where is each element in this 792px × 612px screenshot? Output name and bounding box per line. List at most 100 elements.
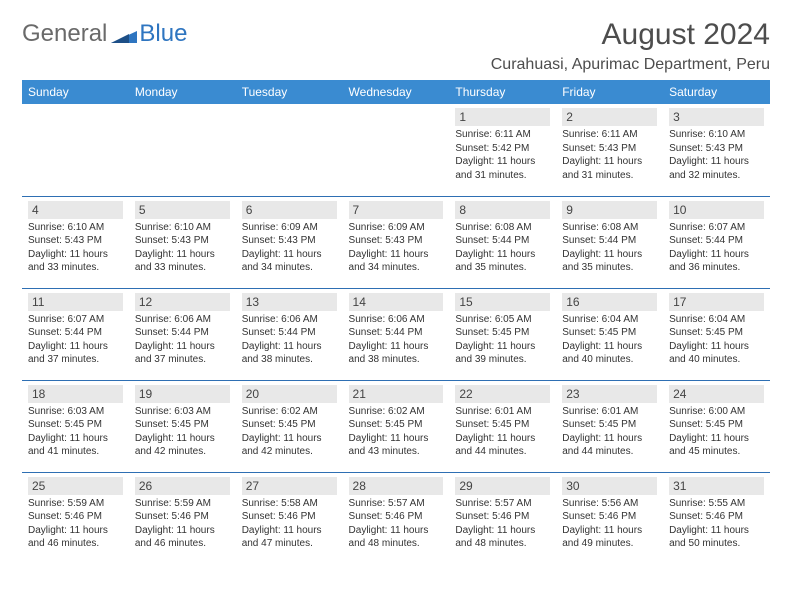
day-number: 28 (349, 477, 444, 495)
day-number: 5 (135, 201, 230, 219)
sunrise-text: Sunrise: 6:04 AM (669, 313, 764, 327)
calendar-body: 1Sunrise: 6:11 AMSunset: 5:42 PMDaylight… (22, 104, 770, 564)
daylight-text: Daylight: 11 hours and 49 minutes. (562, 524, 657, 551)
day-details: Sunrise: 6:08 AMSunset: 5:44 PMDaylight:… (562, 219, 657, 275)
calendar-day-cell (22, 104, 129, 196)
sunrise-text: Sunrise: 6:02 AM (349, 405, 444, 419)
day-number: 21 (349, 385, 444, 403)
sunset-text: Sunset: 5:43 PM (669, 142, 764, 156)
sunrise-text: Sunrise: 6:07 AM (28, 313, 123, 327)
day-details: Sunrise: 6:05 AMSunset: 5:45 PMDaylight:… (455, 311, 550, 367)
day-number: 24 (669, 385, 764, 403)
calendar-day-cell: 25Sunrise: 5:59 AMSunset: 5:46 PMDayligh… (22, 472, 129, 564)
day-details: Sunrise: 6:02 AMSunset: 5:45 PMDaylight:… (349, 403, 444, 459)
sunset-text: Sunset: 5:45 PM (562, 418, 657, 432)
day-number: 25 (28, 477, 123, 495)
calendar-day-cell (236, 104, 343, 196)
day-details: Sunrise: 6:07 AMSunset: 5:44 PMDaylight:… (28, 311, 123, 367)
day-number: 29 (455, 477, 550, 495)
sunrise-text: Sunrise: 6:06 AM (135, 313, 230, 327)
calendar-day-cell: 24 Sunrise: 6:00 AMSunset: 5:45 PMDayligh… (663, 380, 770, 472)
day-details: Sunrise: 5:57 AMSunset: 5:46 PMDaylight:… (455, 495, 550, 551)
sunset-text: Sunset: 5:43 PM (242, 234, 337, 248)
sunrise-text: Sunrise: 6:08 AM (562, 221, 657, 235)
sunset-text: Sunset: 5:45 PM (242, 418, 337, 432)
weekday-header: Tuesday (236, 80, 343, 104)
weekday-header: Saturday (663, 80, 770, 104)
day-details: Sunrise: 5:59 AMSunset: 5:46 PMDaylight:… (28, 495, 123, 551)
daylight-text: Daylight: 11 hours and 44 minutes. (455, 432, 550, 459)
daylight-text: Daylight: 11 hours and 34 minutes. (349, 248, 444, 275)
sunrise-text: Sunrise: 6:10 AM (28, 221, 123, 235)
day-number: 2 (562, 108, 657, 126)
calendar-day-cell: 18Sunrise: 6:03 AMSunset: 5:45 PMDayligh… (22, 380, 129, 472)
calendar-day-cell: 15Sunrise: 6:05 AMSunset: 5:45 PMDayligh… (449, 288, 556, 380)
day-number: 15 (455, 293, 550, 311)
calendar-day-cell: 3Sunrise: 6:10 AMSunset: 5:43 PMDaylight… (663, 104, 770, 196)
sunrise-text: Sunrise: 6:00 AM (669, 405, 764, 419)
weekday-header: Sunday (22, 80, 129, 104)
day-number: 7 (349, 201, 444, 219)
calendar-day-cell: 31Sunrise: 5:55 AMSunset: 5:46 PMDayligh… (663, 472, 770, 564)
calendar-day-cell: 6Sunrise: 6:09 AMSunset: 5:43 PMDaylight… (236, 196, 343, 288)
day-details: Sunrise: 6:03 AMSunset: 5:45 PMDaylight:… (28, 403, 123, 459)
calendar-day-cell: 11Sunrise: 6:07 AMSunset: 5:44 PMDayligh… (22, 288, 129, 380)
sunset-text: Sunset: 5:43 PM (135, 234, 230, 248)
day-details: Sunrise: 6:10 AMSunset: 5:43 PMDaylight:… (669, 126, 764, 182)
daylight-text: Daylight: 11 hours and 48 minutes. (455, 524, 550, 551)
calendar-day-cell: 17Sunrise: 6:04 AMSunset: 5:45 PMDayligh… (663, 288, 770, 380)
sunrise-text: Sunrise: 6:05 AM (455, 313, 550, 327)
calendar-week-row: 1Sunrise: 6:11 AMSunset: 5:42 PMDaylight… (22, 104, 770, 196)
day-number: 14 (349, 293, 444, 311)
sunset-text: Sunset: 5:44 PM (669, 234, 764, 248)
day-number: 20 (242, 385, 337, 403)
weekday-header-row: Sunday Monday Tuesday Wednesday Thursday… (22, 80, 770, 104)
daylight-text: Daylight: 11 hours and 48 minutes. (349, 524, 444, 551)
sunset-text: Sunset: 5:46 PM (349, 510, 444, 524)
calendar-day-cell: 28Sunrise: 5:57 AMSunset: 5:46 PMDayligh… (343, 472, 450, 564)
month-title: August 2024 (491, 18, 770, 52)
sunrise-text: Sunrise: 6:07 AM (669, 221, 764, 235)
calendar-day-cell: 8Sunrise: 6:08 AMSunset: 5:44 PMDaylight… (449, 196, 556, 288)
header: General Blue August 2024 Curahuasi, Apur… (22, 18, 770, 80)
day-number: 27 (242, 477, 337, 495)
daylight-text: Daylight: 11 hours and 46 minutes. (28, 524, 123, 551)
day-details: Sunrise: 6:10 AMSunset: 5:43 PMDaylight:… (28, 219, 123, 275)
day-details: Sunrise: 6:01 AMSunset: 5:45 PMDaylight:… (562, 403, 657, 459)
sunset-text: Sunset: 5:46 PM (455, 510, 550, 524)
sunset-text: Sunset: 5:44 PM (455, 234, 550, 248)
sunrise-text: Sunrise: 5:59 AM (135, 497, 230, 511)
day-details: Sunrise: 6:11 AMSunset: 5:43 PMDaylight:… (562, 126, 657, 182)
day-details: Sunrise: 6:11 AMSunset: 5:42 PMDaylight:… (455, 126, 550, 182)
calendar-week-row: 18Sunrise: 6:03 AMSunset: 5:45 PMDayligh… (22, 380, 770, 472)
daylight-text: Daylight: 11 hours and 40 minutes. (562, 340, 657, 367)
daylight-text: Daylight: 11 hours and 45 minutes. (669, 432, 764, 459)
sunrise-text: Sunrise: 6:09 AM (349, 221, 444, 235)
day-details: Sunrise: 6:07 AMSunset: 5:44 PMDaylight:… (669, 219, 764, 275)
calendar-day-cell: 10Sunrise: 6:07 AMSunset: 5:44 PMDayligh… (663, 196, 770, 288)
daylight-text: Daylight: 11 hours and 31 minutes. (562, 155, 657, 182)
day-number: 23 (562, 385, 657, 403)
daylight-text: Daylight: 11 hours and 47 minutes. (242, 524, 337, 551)
daylight-text: Daylight: 11 hours and 32 minutes. (669, 155, 764, 182)
calendar-day-cell: 16Sunrise: 6:04 AMSunset: 5:45 PMDayligh… (556, 288, 663, 380)
day-number: 18 (28, 385, 123, 403)
calendar-week-row: 11Sunrise: 6:07 AMSunset: 5:44 PMDayligh… (22, 288, 770, 380)
sunset-text: Sunset: 5:45 PM (669, 418, 764, 432)
day-number: 26 (135, 477, 230, 495)
sunrise-text: Sunrise: 6:08 AM (455, 221, 550, 235)
sunset-text: Sunset: 5:45 PM (669, 326, 764, 340)
day-number: 4 (28, 201, 123, 219)
brand-text-blue: Blue (139, 20, 187, 48)
day-details: Sunrise: 6:04 AMSunset: 5:45 PMDaylight:… (562, 311, 657, 367)
sunset-text: Sunset: 5:45 PM (28, 418, 123, 432)
day-details: Sunrise: 6:10 AMSunset: 5:43 PMDaylight:… (135, 219, 230, 275)
brand-text-general: General (22, 20, 107, 48)
day-details: Sunrise: 5:57 AMSunset: 5:46 PMDaylight:… (349, 495, 444, 551)
day-number: 11 (28, 293, 123, 311)
sunrise-text: Sunrise: 6:02 AM (242, 405, 337, 419)
weekday-header: Thursday (449, 80, 556, 104)
day-details: Sunrise: 6:06 AMSunset: 5:44 PMDaylight:… (242, 311, 337, 367)
day-number: 30 (562, 477, 657, 495)
sunset-text: Sunset: 5:45 PM (135, 418, 230, 432)
